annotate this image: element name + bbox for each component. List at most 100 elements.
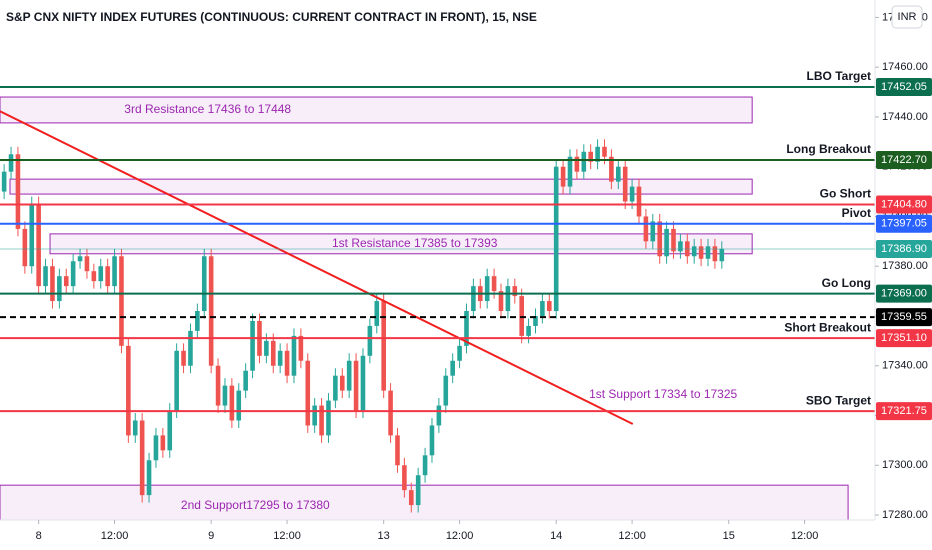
candle-body xyxy=(429,425,435,456)
candle-body xyxy=(540,301,545,316)
candle-body xyxy=(705,246,711,259)
candle-body xyxy=(346,360,352,391)
currency-label[interactable]: INR xyxy=(898,11,917,23)
price-tag xyxy=(876,402,932,421)
candle-body xyxy=(657,221,663,257)
candle-body xyxy=(215,365,221,406)
x-tick-label: 12:00 xyxy=(101,530,129,542)
candle-body xyxy=(160,435,166,451)
candle-body xyxy=(422,455,428,476)
candle-body xyxy=(174,350,179,411)
candle-body xyxy=(691,246,697,257)
level-name: LBO Target xyxy=(807,69,871,83)
candle-body xyxy=(29,204,35,267)
candle-body xyxy=(22,228,28,267)
candle-body xyxy=(167,410,173,451)
level-name: Pivot xyxy=(842,206,871,220)
y-tick-label: 17340.00 xyxy=(882,360,928,372)
x-tick-label: 12:00 xyxy=(446,530,474,542)
candle-body xyxy=(63,276,69,287)
candle-body xyxy=(139,420,145,496)
candle-body xyxy=(381,301,386,391)
level-name: Go Long xyxy=(822,276,871,290)
chart-title: S&P CNX NIFTY INDEX FUTURES (CONTINUOUS:… xyxy=(6,10,537,24)
price-tag-label: 17351.10 xyxy=(881,332,927,344)
candle-body xyxy=(8,154,14,172)
x-tick-label: 14 xyxy=(550,530,562,542)
x-tick-label: 15 xyxy=(723,530,735,542)
x-tick-label: 12:00 xyxy=(273,530,301,542)
price-tag-label: 17452.05 xyxy=(881,81,927,93)
candle-body xyxy=(402,465,407,491)
y-tick-label: 17460.00 xyxy=(882,61,928,73)
candle-body xyxy=(519,296,524,336)
price-tag-label: 17369.00 xyxy=(881,287,927,299)
candle-body xyxy=(339,375,345,391)
candle-body xyxy=(553,166,559,312)
price-tag-label: 17321.75 xyxy=(881,405,927,417)
candle-body xyxy=(388,390,393,436)
candle-body xyxy=(395,435,400,466)
candle-body xyxy=(57,276,62,302)
candle-body xyxy=(195,311,200,331)
candle-body xyxy=(188,330,193,366)
candle-body xyxy=(360,355,366,411)
candle-body xyxy=(560,166,566,187)
candle-body xyxy=(609,156,614,182)
candle-body xyxy=(574,156,580,172)
price-tag-label: 17404.80 xyxy=(881,198,927,210)
candle-body xyxy=(36,204,41,287)
candle-body xyxy=(636,186,642,217)
candle-body xyxy=(112,256,117,287)
candle-body xyxy=(43,266,48,287)
candle-body xyxy=(98,266,104,282)
candle-body xyxy=(581,151,587,172)
candle-body xyxy=(622,166,628,202)
candle-body xyxy=(119,256,124,346)
candle-body xyxy=(50,266,55,302)
candle-body xyxy=(105,266,110,287)
level-name: Short Breakout xyxy=(784,320,871,334)
candle-body xyxy=(353,360,359,411)
x-tick-label: 12:00 xyxy=(791,530,819,542)
x-tick-label: 13 xyxy=(378,530,390,542)
candle-body xyxy=(526,325,531,336)
candle-body xyxy=(77,256,83,262)
level-name: SBO Target xyxy=(806,393,871,407)
candle-body xyxy=(277,350,283,366)
candle-body xyxy=(84,256,90,272)
candle-body xyxy=(650,221,656,242)
candle-body xyxy=(415,475,421,506)
candle-body xyxy=(595,146,600,162)
candle-body xyxy=(512,286,518,297)
price-tag-label: 17422.70 xyxy=(881,154,927,166)
candle-body xyxy=(181,350,186,366)
candle-body xyxy=(1,171,7,192)
candle-body xyxy=(146,460,152,496)
price-tag xyxy=(876,150,932,169)
candle-body xyxy=(333,375,338,401)
currency-badge[interactable] xyxy=(891,5,923,29)
price-tag xyxy=(876,77,932,96)
axes: 17280.0017300.0017320.0017340.0017360.00… xyxy=(36,11,928,542)
candle-body xyxy=(436,405,442,426)
zone-label: 2nd Support17295 to 17380 xyxy=(181,498,330,512)
zone xyxy=(9,178,753,195)
candle-body xyxy=(222,385,228,406)
candle-body xyxy=(408,490,414,506)
candle-body xyxy=(443,375,449,406)
candle-body xyxy=(664,228,669,257)
level-name: Go Short xyxy=(820,187,871,201)
candle-body xyxy=(671,228,676,252)
candle-body xyxy=(264,340,269,356)
trendline xyxy=(0,110,634,425)
candle-body xyxy=(533,315,538,326)
candle-body xyxy=(678,241,683,252)
price-tag-label: 17359.55 xyxy=(881,311,927,323)
candle-body xyxy=(471,286,476,312)
candle-body xyxy=(91,271,97,282)
candle-body xyxy=(588,151,593,162)
candle-body xyxy=(270,340,276,366)
price-tag xyxy=(876,329,932,348)
